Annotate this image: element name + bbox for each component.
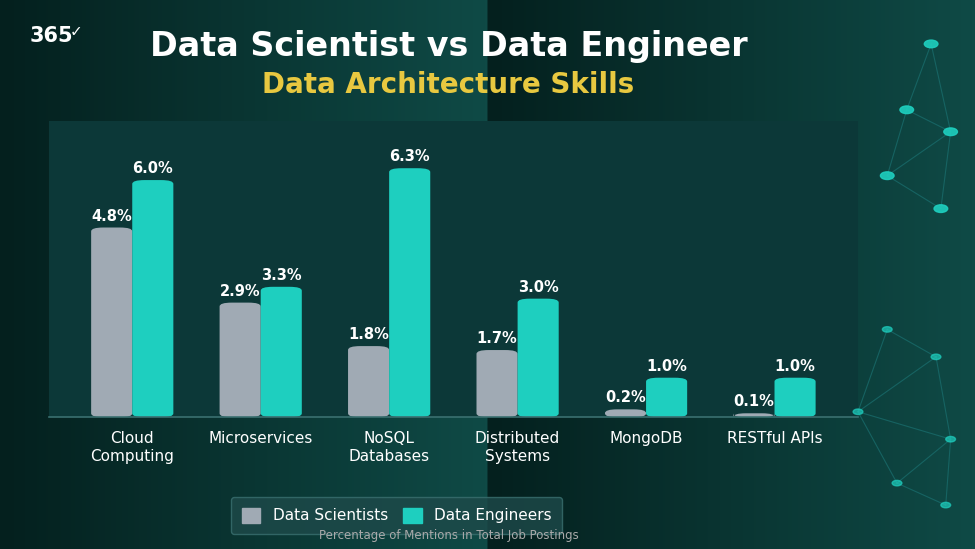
Text: Percentage of Mentions in Total Job Postings: Percentage of Mentions in Total Job Post… xyxy=(319,529,578,542)
FancyBboxPatch shape xyxy=(219,302,260,417)
Text: 1.0%: 1.0% xyxy=(646,358,687,374)
FancyBboxPatch shape xyxy=(646,378,687,417)
Text: 0.2%: 0.2% xyxy=(605,390,645,405)
Text: 1.0%: 1.0% xyxy=(774,358,815,374)
FancyBboxPatch shape xyxy=(389,168,430,417)
Text: 3.3%: 3.3% xyxy=(261,268,301,283)
FancyBboxPatch shape xyxy=(774,378,816,417)
FancyBboxPatch shape xyxy=(260,287,302,417)
FancyBboxPatch shape xyxy=(518,299,559,417)
Text: ✓: ✓ xyxy=(70,24,83,40)
Text: 0.1%: 0.1% xyxy=(733,394,774,410)
Legend: Data Scientists, Data Engineers: Data Scientists, Data Engineers xyxy=(231,497,562,534)
Text: 1.8%: 1.8% xyxy=(348,327,389,342)
FancyBboxPatch shape xyxy=(348,346,389,417)
FancyBboxPatch shape xyxy=(91,227,133,417)
FancyBboxPatch shape xyxy=(133,180,174,417)
Text: 1.7%: 1.7% xyxy=(477,331,518,346)
Text: Data Scientist vs Data Engineer: Data Scientist vs Data Engineer xyxy=(150,30,747,63)
Text: 2.9%: 2.9% xyxy=(219,284,260,299)
FancyBboxPatch shape xyxy=(604,410,646,417)
FancyBboxPatch shape xyxy=(733,413,774,417)
Text: 6.0%: 6.0% xyxy=(133,161,174,176)
Text: Data Architecture Skills: Data Architecture Skills xyxy=(262,71,635,99)
Text: 3.0%: 3.0% xyxy=(518,279,559,295)
FancyBboxPatch shape xyxy=(477,350,518,417)
Text: 6.3%: 6.3% xyxy=(389,149,430,164)
Text: 365: 365 xyxy=(29,26,73,46)
Text: 4.8%: 4.8% xyxy=(92,209,132,223)
